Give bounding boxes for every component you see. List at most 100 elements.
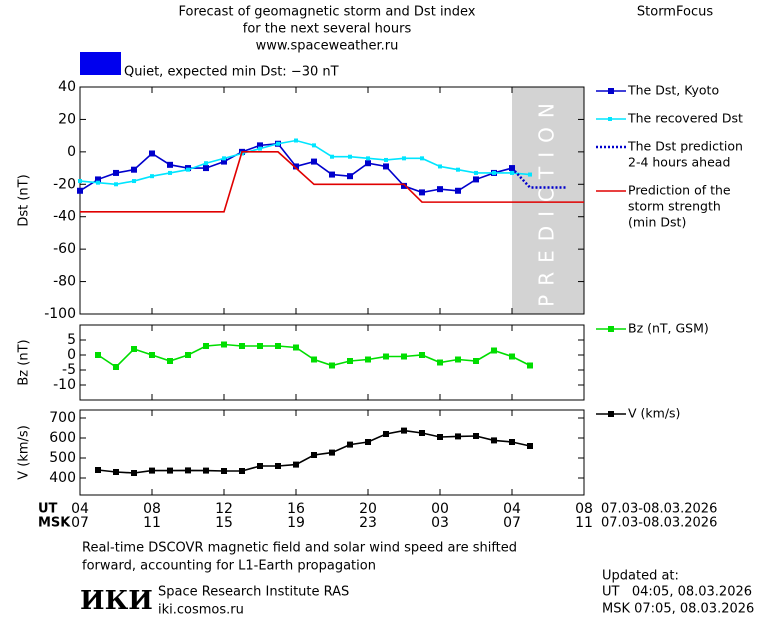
data-point [293,461,299,468]
data-point [167,358,173,364]
data-point [275,463,281,469]
y-tick-label: -40 [53,209,76,225]
legend-label: Prediction of the [628,183,731,198]
note: Real-time DSCOVR magnetic field and sola… [82,541,517,556]
data-point [311,452,317,458]
data-point [78,179,82,184]
data-point [312,143,316,148]
data-point [455,356,461,363]
x-tick-label-msk: 19 [287,515,305,531]
data-point [131,470,137,476]
data-point [167,467,173,474]
data-point [95,352,101,358]
y-tick-label: -10 [53,377,76,393]
plot-frame [79,324,585,401]
data-point [257,142,263,149]
data-point [401,353,407,360]
y-axis-label: Dst (nT) [17,174,32,226]
data-point [455,433,461,440]
note: forward, accounting for L1-Earth propaga… [82,559,376,574]
data-point [473,358,479,364]
data-point [95,467,101,473]
data-point [203,343,209,349]
data-point [168,170,172,175]
data-point [348,154,352,159]
plot-frame [79,409,585,496]
data-point [257,463,263,469]
data-point [276,141,280,146]
x-row-label: MSK [38,516,71,531]
data-point [132,179,136,184]
data-point [437,186,443,193]
data-point [491,347,497,354]
url: iki.cosmos.ru [158,603,244,618]
data-point [222,156,226,161]
series-line [97,429,531,474]
data-point [491,437,497,444]
data-point [221,468,227,474]
data-point [527,362,533,369]
y-tick-label: 500 [49,450,76,466]
y-tick-label: -20 [53,176,76,192]
data-point [149,352,155,358]
legend-label: Bz (nT, GSM) [628,321,709,336]
data-point [365,439,371,445]
data-point [347,441,353,448]
data-point [383,163,389,170]
x-row-label: UT [38,502,58,517]
data-point [221,158,227,165]
x-tick-label-msk: 11 [575,515,593,531]
series-line [97,343,531,369]
data-point [366,156,370,161]
data-point [384,157,388,162]
data-point [437,434,443,440]
institute: Space Research Institute RAS [158,585,349,600]
data-point [257,343,263,349]
legend-label: storm strength [628,199,721,214]
data-point [509,165,515,172]
data-point [221,341,227,348]
y-tick-label: 400 [49,470,76,486]
x-tick-label-msk: 15 [215,515,233,531]
x-tick-label: 00 [431,501,449,517]
legend-label: The Dst prediction [627,139,743,154]
updated: UT 04:05, 08.03.2026 [602,585,752,600]
x-tick-label: 04 [503,501,521,517]
y-tick-label: -80 [53,274,76,290]
legend-marker [608,88,614,94]
data-point [527,443,533,449]
data-point [420,156,424,161]
data-point [95,176,101,183]
data-point [329,171,335,178]
data-point [131,166,137,173]
data-point [347,173,353,180]
series-line [511,167,566,189]
title: Forecast of geomagnetic storm and Dst in… [178,5,475,20]
data-point [456,167,460,172]
data-point [186,167,190,172]
data-point [275,343,281,349]
date-range: 07.03-08.03.2026 [601,516,717,531]
y-tick-label: 600 [49,430,76,446]
data-point [239,468,245,474]
data-point [509,353,515,360]
series-line [79,139,531,186]
x-tick-label-msk: 23 [359,515,377,531]
prediction-label: PREDICTION [535,94,559,307]
data-point [492,170,496,175]
legend-label: The recovered Dst [627,111,743,126]
y-axis-label: Bz (nT) [17,339,32,385]
data-point [113,169,119,176]
x-tick-label-msk: 11 [143,515,161,531]
series-line [80,151,584,213]
data-point [293,344,299,351]
data-point [437,359,443,366]
legend-marker [608,411,614,417]
x-tick-label: 08 [143,501,161,517]
x-tick-label-msk: 07 [71,515,89,531]
data-point [113,364,119,370]
data-point [294,138,298,143]
data-point [365,160,371,167]
data-point [329,362,335,369]
data-point [149,150,155,157]
